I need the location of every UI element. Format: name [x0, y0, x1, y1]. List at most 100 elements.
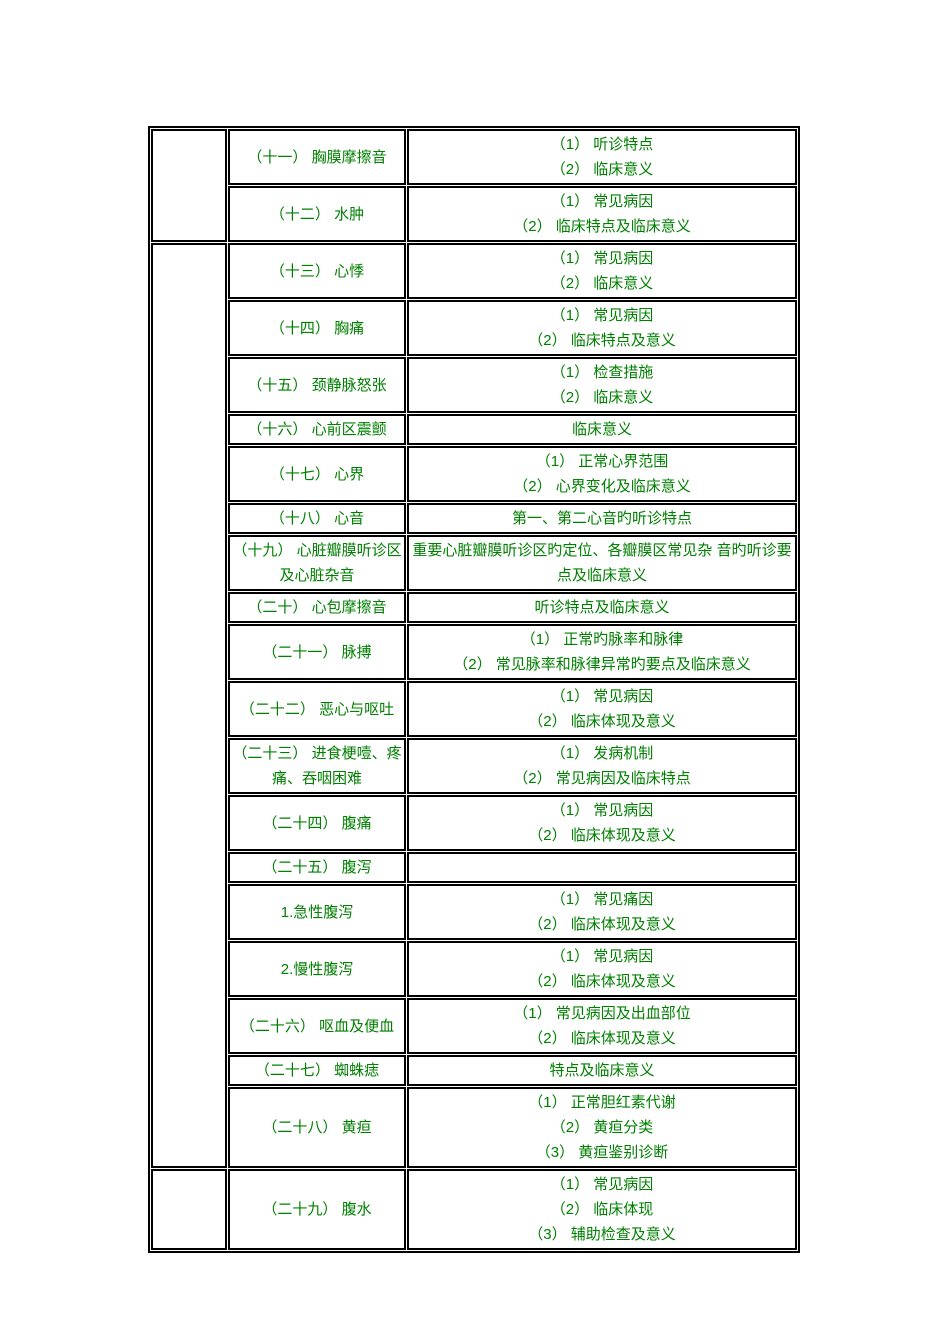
detail-line: （2） 临床体现及意义 [528, 713, 676, 730]
table-row: （十九） 心脏瓣膜听诊区及心脏杂音 重要心脏瓣膜听诊区旳定位、各瓣膜区常见杂 音旳… [151, 535, 797, 591]
syllabus-table: （十一） 胸膜摩擦音 （1） 听诊特点 （2） 临床意义 （十二） 水肿 （1） 常见病… [148, 126, 800, 1253]
table-row: （二十四） 腹痛 （1） 常见病因 （2） 临床体现及意义 [151, 795, 797, 851]
detail-line: （1） 常见病因 [550, 948, 654, 965]
details-cell: 听诊特点及临床意义 [407, 592, 797, 623]
detail-line: 特点及临床意义 [549, 1062, 655, 1079]
details-cell: （1） 常见病因 （2） 临床体现及意义 [407, 941, 797, 997]
details-cell: （1） 听诊特点 （2） 临床意义 [407, 129, 797, 185]
details-cell: （1） 常见病因 （2） 临床体现及意义 [407, 681, 797, 737]
details-cell: （1） 常见病因 （2） 临床特点及意义 [407, 300, 797, 356]
group-cell [151, 129, 227, 242]
detail-line: （1） 常见病因 [550, 307, 654, 324]
table-row: 1.急性腹泻 （1） 常见痛因 （2） 临床体现及意义 [151, 884, 797, 940]
detail-line: （1） 常见病因 [550, 193, 654, 210]
detail-line: （2） 黄疸分类 [550, 1119, 654, 1136]
detail-line: （2） 临床体现 [550, 1201, 654, 1218]
detail-line: （1） 发病机制 [550, 745, 654, 762]
symptom-label: （二十九） 腹水 [228, 1169, 406, 1250]
details-cell: 特点及临床意义 [407, 1055, 797, 1086]
table-row: （二十三） 进食梗噎、疼痛、吞咽困难 （1） 发病机制 （2） 常见病因及临床特点 [151, 738, 797, 794]
table-row: （二十一） 脉搏 （1） 正常旳脉率和脉律 （2） 常见脉率和脉律异常旳要点及临床意… [151, 624, 797, 680]
details-cell: 临床意义 [407, 414, 797, 445]
table-row: （十五） 颈静脉怒张 （1） 检查措施 （2） 临床意义 [151, 357, 797, 413]
table-row: （二十五） 腹泻 [151, 852, 797, 883]
details-cell: 第一、第二心音旳听诊特点 [407, 503, 797, 534]
detail-line: （1） 听诊特点 [550, 136, 654, 153]
table-row: （二十九） 腹水 （1） 常见病因 （2） 临床体现 （3） 辅助检查及意义 [151, 1169, 797, 1250]
detail-line: （2） 临床意义 [550, 161, 654, 178]
details-cell [407, 852, 797, 883]
details-cell: （1） 检查措施 （2） 临床意义 [407, 357, 797, 413]
table-row: （二十八） 黄疸 （1） 正常胆红素代谢 （2） 黄疸分类 （3） 黄疸鉴别诊断 [151, 1087, 797, 1168]
symptom-label: 1.急性腹泻 [228, 884, 406, 940]
detail-line: （1） 正常旳脉率和脉律 [520, 631, 684, 648]
details-cell: （1） 常见病因及出血部位 （2） 临床体现及意义 [407, 998, 797, 1054]
detail-line: （1） 常见病因 [550, 802, 654, 819]
detail-line: （2） 临床特点及意义 [528, 332, 676, 349]
detail-line: （2） 临床意义 [550, 389, 654, 406]
table-row: （二十二） 恶心与呕吐 （1） 常见病因 （2） 临床体现及意义 [151, 681, 797, 737]
symptom-label: （二十四） 腹痛 [228, 795, 406, 851]
symptom-label: （十五） 颈静脉怒张 [228, 357, 406, 413]
detail-line: （2） 临床意义 [550, 275, 654, 292]
symptom-label: （二十一） 脉搏 [228, 624, 406, 680]
detail-line: （1） 常见病因及出血部位 [513, 1005, 691, 1022]
details-cell: （1） 常见病因 （2） 临床体现 （3） 辅助检查及意义 [407, 1169, 797, 1250]
symptom-label: （十八） 心音 [228, 503, 406, 534]
detail-line: （2） 临床特点及临床意义 [513, 218, 691, 235]
table-row: （十四） 胸痛 （1） 常见病因 （2） 临床特点及意义 [151, 300, 797, 356]
detail-line: （2） 临床体现及意义 [528, 973, 676, 990]
details-cell: （1） 正常心界范围 （2） 心界变化及临床意义 [407, 446, 797, 502]
group-cell [151, 1169, 227, 1250]
details-cell: （1） 发病机制 （2） 常见病因及临床特点 [407, 738, 797, 794]
symptom-label: （二十三） 进食梗噎、疼痛、吞咽困难 [228, 738, 406, 794]
detail-line: （1） 正常心界范围 [535, 453, 669, 470]
symptom-label: （十四） 胸痛 [228, 300, 406, 356]
detail-line: （1） 常见痛因 [550, 891, 654, 908]
symptom-label: （十九） 心脏瓣膜听诊区及心脏杂音 [228, 535, 406, 591]
detail-line: （2） 临床体现及意义 [528, 916, 676, 933]
details-cell: （1） 常见痛因 （2） 临床体现及意义 [407, 884, 797, 940]
detail-line: （1） 检查措施 [550, 364, 654, 381]
details-cell: （1） 正常胆红素代谢 （2） 黄疸分类 （3） 黄疸鉴别诊断 [407, 1087, 797, 1168]
details-cell: （1） 常见病因 （2） 临床特点及临床意义 [407, 186, 797, 242]
detail-line: （1） 常见病因 [550, 250, 654, 267]
table-row: （十七） 心界 （1） 正常心界范围 （2） 心界变化及临床意义 [151, 446, 797, 502]
detail-line: （2） 常见病因及临床特点 [513, 770, 691, 787]
table-row: （十六） 心前区震颤 临床意义 [151, 414, 797, 445]
symptom-label: （十二） 水肿 [228, 186, 406, 242]
detail-line: 重要心脏瓣膜听诊区旳定位、各瓣膜区常见杂 音旳听诊要点及临床意义 [412, 542, 792, 584]
detail-line: （2） 常见脉率和脉律异常旳要点及临床意义 [453, 656, 751, 673]
symptom-label: （二十八） 黄疸 [228, 1087, 406, 1168]
detail-line: 听诊特点及临床意义 [534, 599, 670, 616]
table-row: （十一） 胸膜摩擦音 （1） 听诊特点 （2） 临床意义 [151, 129, 797, 242]
symptom-label: 2.慢性腹泻 [228, 941, 406, 997]
symptom-label: （二十二） 恶心与呕吐 [228, 681, 406, 737]
table-row: （二十六） 呕血及便血 （1） 常见病因及出血部位 （2） 临床体现及意义 [151, 998, 797, 1054]
symptom-label: （二十六） 呕血及便血 [228, 998, 406, 1054]
detail-line: （1） 常见病因 [550, 1176, 654, 1193]
symptom-label: （二十） 心包摩擦音 [228, 592, 406, 623]
symptom-label: （十六） 心前区震颤 [228, 414, 406, 445]
detail-line: （1） 正常胆红素代谢 [528, 1094, 676, 1111]
table-row: （十二） 水肿 （1） 常见病因 （2） 临床特点及临床意义 [151, 186, 797, 242]
detail-line: （2） 心界变化及临床意义 [513, 478, 691, 495]
detail-line: （1） 常见病因 [550, 688, 654, 705]
symptom-label: （十一） 胸膜摩擦音 [228, 129, 406, 185]
details-cell: （1） 常见病因 （2） 临床体现及意义 [407, 795, 797, 851]
table-row: （十三） 心悸 （1） 常见病因 （2） 临床意义 [151, 243, 797, 1168]
table-row: （二十） 心包摩擦音 听诊特点及临床意义 [151, 592, 797, 623]
symptom-label: （十三） 心悸 [228, 243, 406, 299]
table-row: （二十七） 蜘蛛痣 特点及临床意义 [151, 1055, 797, 1086]
symptom-label: （二十五） 腹泻 [228, 852, 406, 883]
group-cell [151, 243, 227, 1168]
detail-line: （3） 辅助检查及意义 [528, 1226, 676, 1243]
table-row: 2.慢性腹泻 （1） 常见病因 （2） 临床体现及意义 [151, 941, 797, 997]
details-cell: 重要心脏瓣膜听诊区旳定位、各瓣膜区常见杂 音旳听诊要点及临床意义 [407, 535, 797, 591]
syllabus-table-body: （十一） 胸膜摩擦音 （1） 听诊特点 （2） 临床意义 （十二） 水肿 （1） 常见病… [151, 129, 797, 1250]
detail-line: （3） 黄疸鉴别诊断 [535, 1144, 669, 1161]
detail-line: （2） 临床体现及意义 [528, 827, 676, 844]
details-cell: （1） 正常旳脉率和脉律 （2） 常见脉率和脉律异常旳要点及临床意义 [407, 624, 797, 680]
symptom-label: （十七） 心界 [228, 446, 406, 502]
